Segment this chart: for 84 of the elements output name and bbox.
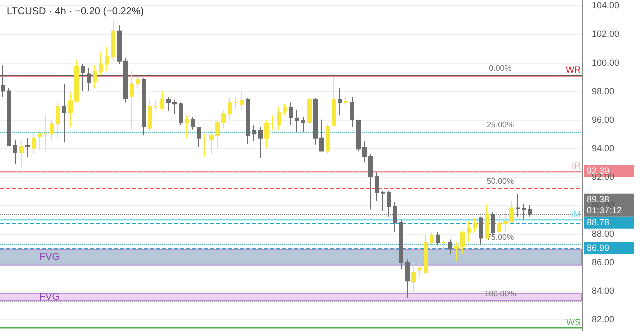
candlestick <box>381 190 385 212</box>
candlestick <box>246 98 250 145</box>
candlestick <box>473 218 477 234</box>
candlestick <box>56 102 60 138</box>
candlestick <box>240 92 244 112</box>
candlestick <box>111 19 115 62</box>
candlestick <box>479 216 483 246</box>
candlestick <box>142 78 146 136</box>
candlestick <box>32 132 36 155</box>
y-tick-label: 100.00 <box>592 58 620 68</box>
y-tick-label: 98.00 <box>592 86 615 96</box>
y-tick-label: 88.00 <box>592 228 615 239</box>
candlestick <box>87 68 91 92</box>
candlestick <box>234 96 238 110</box>
candlestick <box>154 100 158 110</box>
y-tick-label: 94.00 <box>592 143 615 154</box>
candlestick <box>81 64 85 92</box>
candlestick <box>430 232 434 248</box>
candlestick <box>375 172 379 202</box>
y-tick-label: 96.00 <box>592 114 615 125</box>
candlestick <box>307 98 312 125</box>
text: LTCUSD · 4h · −0.20 (−0.22%) <box>7 6 144 18</box>
candlestick <box>93 65 97 89</box>
candlestick <box>203 134 207 158</box>
candlestick <box>191 116 195 130</box>
candlestick <box>148 98 152 134</box>
ref-line-label: IM <box>571 209 581 220</box>
y-tick-label: 86.00 <box>592 258 615 268</box>
candlestick <box>301 116 305 134</box>
candlestick <box>13 139 17 165</box>
candlestick <box>283 104 287 116</box>
annotation: 25.00% <box>486 120 514 130</box>
annotation: 50.00% <box>486 176 514 186</box>
candlestick <box>467 220 471 244</box>
candlestick <box>179 102 183 126</box>
y-tick-label: 102.00 <box>592 29 620 40</box>
ref-line-label: IR <box>572 160 582 171</box>
ref-line-label: 86.99 <box>587 242 610 253</box>
candlestick <box>350 96 354 128</box>
candlestick <box>338 88 342 116</box>
candlestick <box>252 125 256 142</box>
candlestick <box>258 126 263 159</box>
candlestick <box>197 126 201 148</box>
candlestick <box>295 109 299 134</box>
band-label: FVG <box>40 292 60 303</box>
candlestick <box>332 76 336 126</box>
candlestick <box>38 129 42 150</box>
candlestick <box>411 262 416 293</box>
candlestick <box>436 232 440 246</box>
candlestick <box>277 106 281 130</box>
candlestick <box>448 239 452 254</box>
candlestick <box>136 76 140 89</box>
candlestick <box>19 140 24 168</box>
y-tick-label: 84.00 <box>592 286 615 296</box>
candlestick <box>289 102 293 126</box>
candlestick <box>326 124 330 155</box>
y-tick-label: 82.00 <box>592 314 615 325</box>
candlestick <box>130 70 134 130</box>
candlestick <box>7 88 11 146</box>
y-tick-label: 104.00 <box>592 0 620 11</box>
annotation: 0.00% <box>489 64 512 74</box>
candlestick <box>344 96 348 106</box>
candlestick <box>405 259 410 299</box>
ref-line-label: WS <box>566 318 581 328</box>
candlestick <box>105 46 109 72</box>
candlestick <box>399 219 403 270</box>
candlestick <box>99 52 103 76</box>
candlestick <box>50 119 54 140</box>
candlestick <box>160 90 164 110</box>
candlestick <box>185 115 189 139</box>
candlestick <box>44 114 48 152</box>
band-label: FVG <box>40 252 60 264</box>
candlestick <box>418 262 422 278</box>
ref-line-label: 92.39 <box>587 166 610 176</box>
candlestick <box>1 65 5 98</box>
candlestick <box>25 138 30 158</box>
candlestick <box>485 204 489 240</box>
ref-line-label: WR <box>566 65 582 76</box>
candlestick <box>228 96 232 120</box>
ref-line-label: 89.38 <box>587 194 610 204</box>
candlestick <box>442 240 446 252</box>
candlestick <box>62 84 66 144</box>
ref-line-label: 88.78 <box>587 217 610 228</box>
candlestick <box>424 233 428 274</box>
